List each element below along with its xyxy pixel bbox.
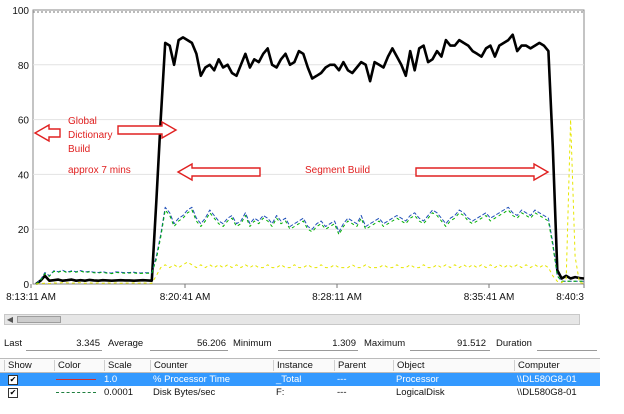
duration-box <box>537 337 597 351</box>
column-header-object[interactable]: Object <box>393 360 424 371</box>
average-label: Average <box>108 338 144 349</box>
color-swatch <box>56 379 96 380</box>
series-line-4 <box>35 119 585 285</box>
y-axis: 0 20 40 60 80 100 <box>12 6 29 291</box>
y-tick-label: 20 <box>18 225 30 236</box>
counter-table: Show Color Scale Counter Instance Parent… <box>0 358 600 399</box>
counter-row[interactable]: ✔ 0.0001 Disk Bytes/sec F: --- LogicalDi… <box>0 386 600 399</box>
average-value: 56.206 <box>196 338 226 349</box>
maximum-value: 91.512 <box>456 338 486 349</box>
counter-row[interactable]: ✔ 1.0 % Processor Time _Total --- Proces… <box>0 373 600 386</box>
x-tick-label: 8:20:41 AM <box>160 292 211 303</box>
computer-cell: \\DL580G8-01 <box>517 374 577 385</box>
annotation-label: Build <box>68 144 90 155</box>
y-tick-label: 0 <box>23 280 29 291</box>
object-cell: LogicalDisk <box>396 387 445 398</box>
object-cell: Processor <box>396 374 439 385</box>
x-axis: 8:13:11 AM 8:20:41 AM 8:28:11 AM 8:35:41 AM… <box>6 284 585 303</box>
plot-area <box>32 9 585 285</box>
counter-cell: Disk Bytes/sec <box>153 387 216 398</box>
arrow-right-icon <box>117 120 178 140</box>
counter-table-header: Show Color Scale Counter Instance Parent… <box>0 358 600 373</box>
x-tick-label: 8:13:11 AM <box>6 292 56 303</box>
x-tick-label: 8:28:11 AM <box>312 292 362 303</box>
minimum-value: 1.309 <box>332 338 356 349</box>
y-tick-label: 80 <box>18 61 30 72</box>
scroll-left-icon[interactable]: ◀ <box>6 315 14 324</box>
performance-chart: 0 20 40 60 80 100 8:13:11 AM 8:20:41 AM 8:28:11… <box>6 6 585 303</box>
series-line-2 <box>35 206 584 285</box>
average-box <box>150 337 228 351</box>
parent-cell: --- <box>337 374 347 385</box>
column-header-counter[interactable]: Counter <box>150 360 188 371</box>
last-label: Last <box>4 338 22 349</box>
maximum-label: Maximum <box>364 338 406 349</box>
time-scrollbar[interactable]: ◀ <box>4 314 580 325</box>
show-checkbox[interactable]: ✔ <box>8 375 18 385</box>
column-header-color[interactable]: Color <box>54 360 81 371</box>
column-header-scale[interactable]: Scale <box>104 360 132 371</box>
column-header-show[interactable]: Show <box>4 360 32 371</box>
arrow-left-icon <box>176 162 261 182</box>
maximum-box <box>410 337 490 351</box>
counter-cell: % Processor Time <box>153 374 231 385</box>
scroll-thumb[interactable] <box>17 316 61 323</box>
x-tick-label: 8:35:41 AM <box>464 292 515 303</box>
statistics-bar: Last 3.345 Average 56.206 Minimum 1.309 … <box>0 335 624 353</box>
last-value: 3.345 <box>76 338 100 349</box>
duration-label: Duration <box>496 338 532 349</box>
annotation-label: Segment Build <box>305 165 370 176</box>
series-line-1 <box>35 33 585 286</box>
parent-cell: --- <box>337 387 347 398</box>
annotations: Global Dictionary Build approx 7 mins Segmen… <box>33 116 550 182</box>
series-lines <box>35 33 585 286</box>
last-box <box>26 337 102 351</box>
arrow-left-icon <box>33 123 61 143</box>
series-line-3 <box>35 209 584 285</box>
annotation-label: Dictionary <box>68 130 112 141</box>
annotation-label: Global <box>68 116 97 127</box>
annotation-label: approx 7 mins <box>68 165 131 176</box>
computer-cell: \\DL580G8-01 <box>517 387 577 398</box>
y-tick-label: 60 <box>18 116 30 127</box>
y-tick-label: 100 <box>12 6 29 17</box>
column-header-computer[interactable]: Computer <box>514 360 560 371</box>
instance-cell: F: <box>276 387 285 398</box>
show-checkbox[interactable]: ✔ <box>8 388 18 398</box>
column-header-instance[interactable]: Instance <box>273 360 313 371</box>
minimum-box <box>278 337 358 351</box>
minimum-label: Minimum <box>233 338 272 349</box>
column-header-parent[interactable]: Parent <box>334 360 366 371</box>
instance-cell: _Total <box>276 374 302 385</box>
y-tick-label: 40 <box>18 170 30 181</box>
color-swatch <box>56 392 96 393</box>
arrow-right-icon <box>415 162 550 182</box>
scale-cell: 0.0001 <box>104 387 134 398</box>
scale-cell: 1.0 <box>104 374 118 385</box>
x-tick-label: 8:40:3 <box>556 292 584 303</box>
